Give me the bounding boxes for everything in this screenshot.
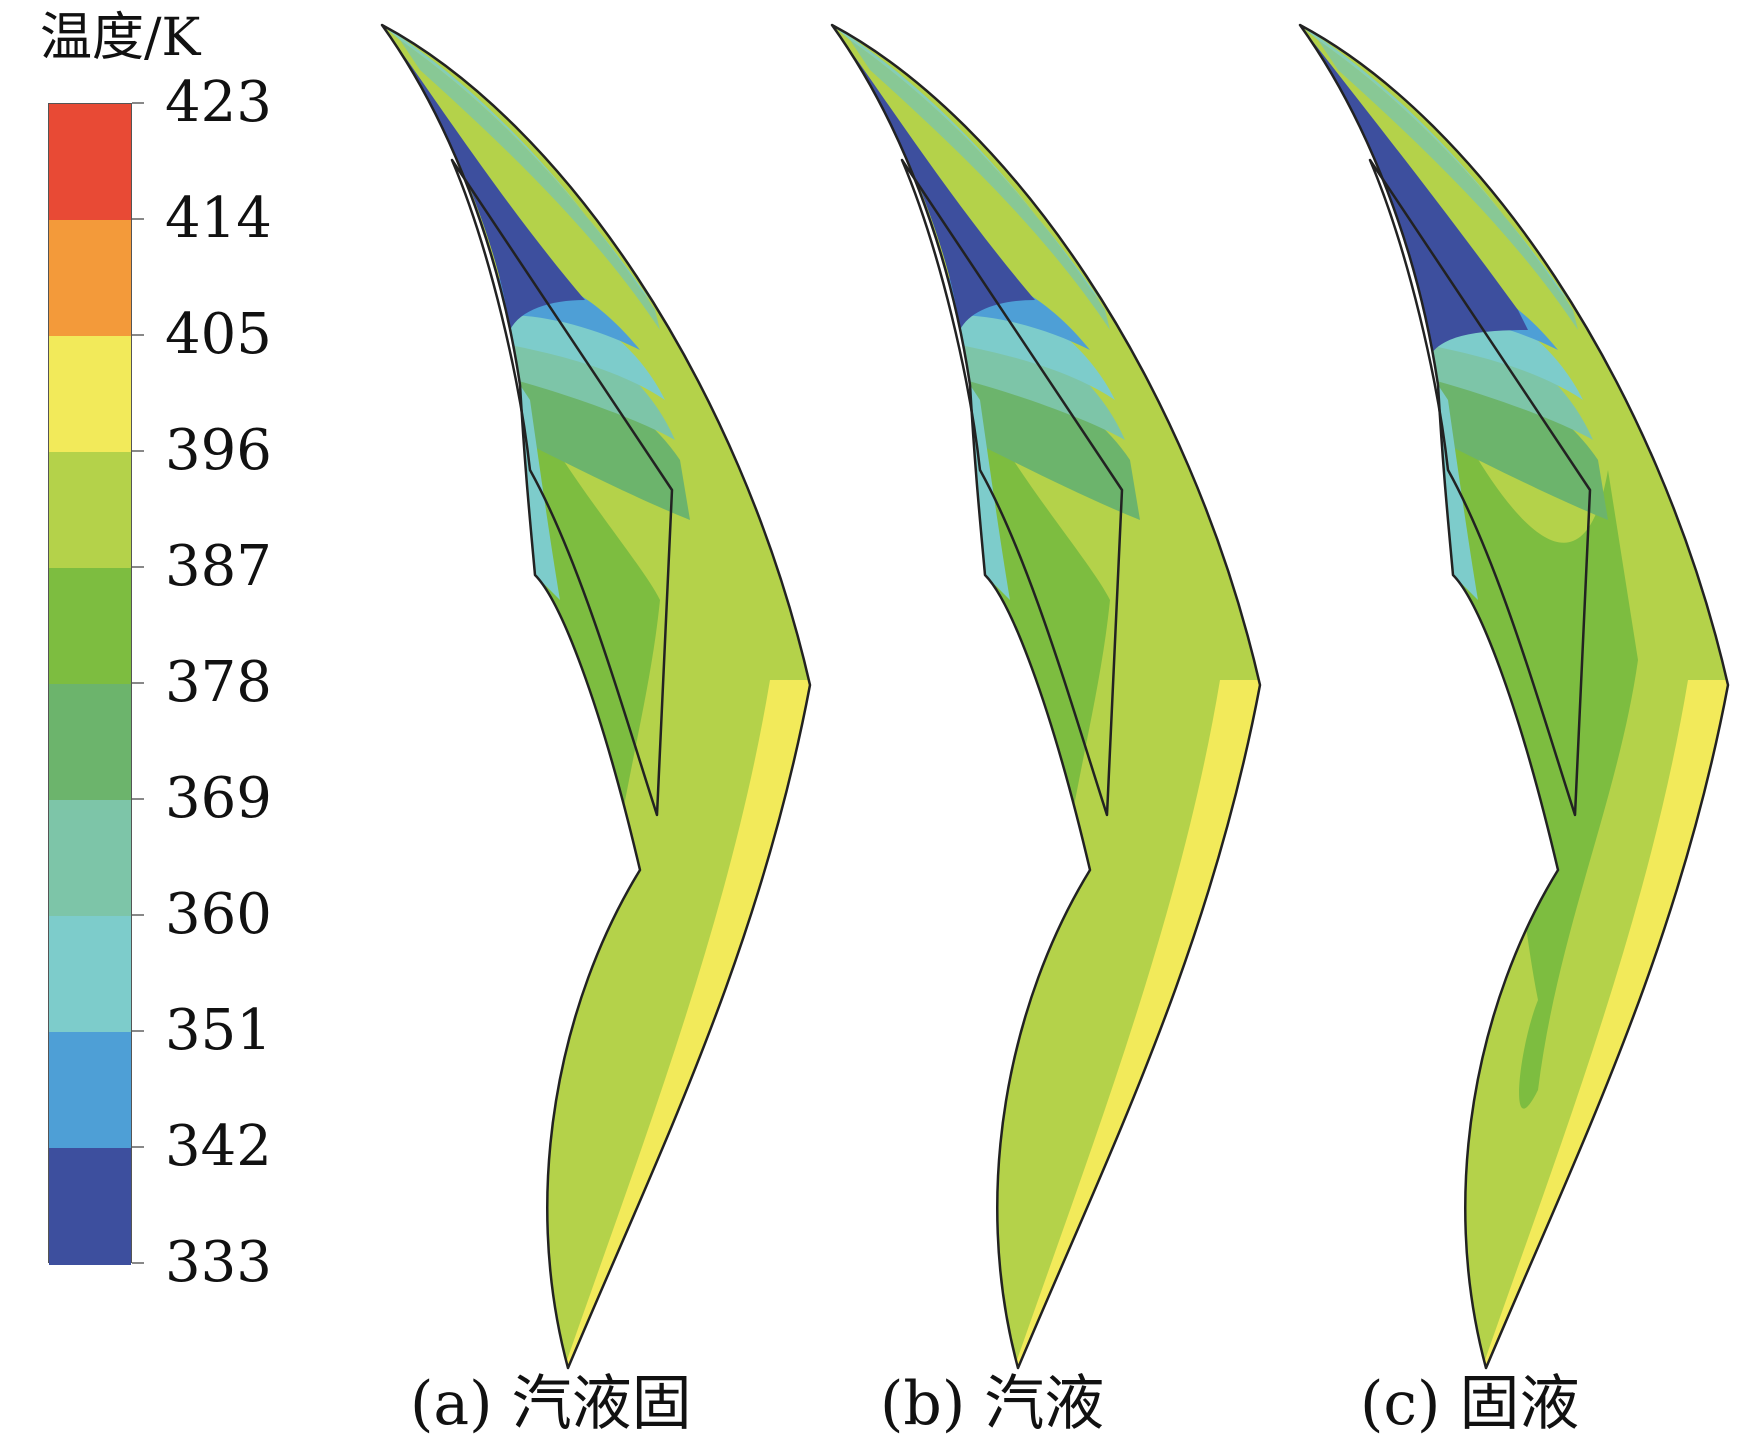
- blade-fill-c: [1300, 25, 1728, 1368]
- contour-leading-edge-band-2: [400, 40, 660, 330]
- contour-yellow-strip: [1478, 680, 1728, 1368]
- blade-fill-a: [382, 25, 810, 1368]
- legend-tick-mark: [132, 1262, 144, 1264]
- legend-tick-label: 369: [165, 766, 272, 831]
- legend-band: [49, 916, 131, 1033]
- legend-tick-label: 387: [165, 534, 272, 599]
- caption-panel-a: (a) 汽液固: [410, 1369, 692, 1439]
- legend-tick-label: 414: [165, 186, 272, 251]
- legend-band: [49, 452, 131, 569]
- caption-panel-c: (c) 固液: [1360, 1369, 1580, 1439]
- blade-fill-b: [832, 25, 1260, 1368]
- contour-leading-edge-band-2: [1318, 40, 1578, 330]
- legend-band: [49, 684, 131, 801]
- contour-dark-blue-tip: [1300, 25, 1528, 360]
- legend-band: [49, 336, 131, 453]
- legend-title: 温度/K: [40, 8, 201, 68]
- legend-tick-mark: [132, 218, 144, 220]
- blade-inner-outline: [900, 158, 1124, 817]
- color-legend-bar: [48, 103, 132, 1265]
- legend-tick-label: 378: [165, 650, 272, 715]
- blade-panel-b: [830, 23, 1262, 1370]
- legend-tick-mark: [132, 566, 144, 568]
- legend-band: [49, 800, 131, 917]
- contour-green-band: [970, 385, 1110, 900]
- legend-tick-mark: [132, 450, 144, 452]
- contour-mid-green: [1428, 350, 1608, 520]
- legend-band: [49, 568, 131, 685]
- contour-cyan: [500, 298, 665, 400]
- legend-tick-mark: [132, 334, 144, 336]
- legend-tick-label: 423: [165, 70, 272, 135]
- legend-tick-label: 405: [165, 302, 272, 367]
- legend-band: [49, 220, 131, 337]
- contour-green-band: [520, 385, 660, 900]
- legend-band: [49, 1148, 131, 1265]
- contour-mid-green: [960, 350, 1140, 520]
- contour-leading-edge-band-2: [850, 40, 1110, 330]
- legend-tick-mark: [132, 1030, 144, 1032]
- legend-tick-mark: [132, 798, 144, 800]
- contour-base: [1300, 25, 1728, 1368]
- legend-tick-label: 342: [165, 1114, 272, 1179]
- blade-inner-outline: [1368, 158, 1592, 817]
- legend-tick-mark: [132, 102, 144, 104]
- legend-tick-mark: [132, 682, 144, 684]
- contour-suction-edge-strip: [970, 385, 1010, 600]
- legend-band: [49, 104, 131, 221]
- contour-cyan: [950, 298, 1115, 400]
- contour-suction-edge-strip: [1438, 385, 1478, 600]
- blade-inner-outline: [450, 158, 674, 817]
- legend-tick-mark: [132, 914, 144, 916]
- blade-fill-inner-b: [832, 25, 1260, 1368]
- legend-tick-label: 360: [165, 882, 272, 947]
- blade-fill-inner-c: [1300, 25, 1728, 1368]
- contour-yellow-strip: [560, 680, 810, 1368]
- contour-dark-blue-tip: [832, 25, 1035, 330]
- contour-green-band: [1438, 385, 1638, 1109]
- contour-dark-blue-tip: [382, 25, 585, 330]
- blade-fill-inner-a: [382, 25, 810, 1368]
- legend-band: [49, 1032, 131, 1149]
- legend-tick-label: 396: [165, 418, 272, 483]
- legend-tick-label: 333: [165, 1230, 272, 1295]
- contour-yellow-strip: [1010, 680, 1260, 1368]
- blade-panel-c: [1298, 23, 1730, 1370]
- caption-panel-b: (b) 汽液: [880, 1369, 1105, 1439]
- blade-panel-a: [380, 23, 812, 1370]
- legend-tick-label: 351: [165, 998, 272, 1063]
- legend-tick-mark: [132, 1146, 144, 1148]
- contour-mid-green: [510, 350, 690, 520]
- contour-suction-edge-strip: [520, 385, 560, 600]
